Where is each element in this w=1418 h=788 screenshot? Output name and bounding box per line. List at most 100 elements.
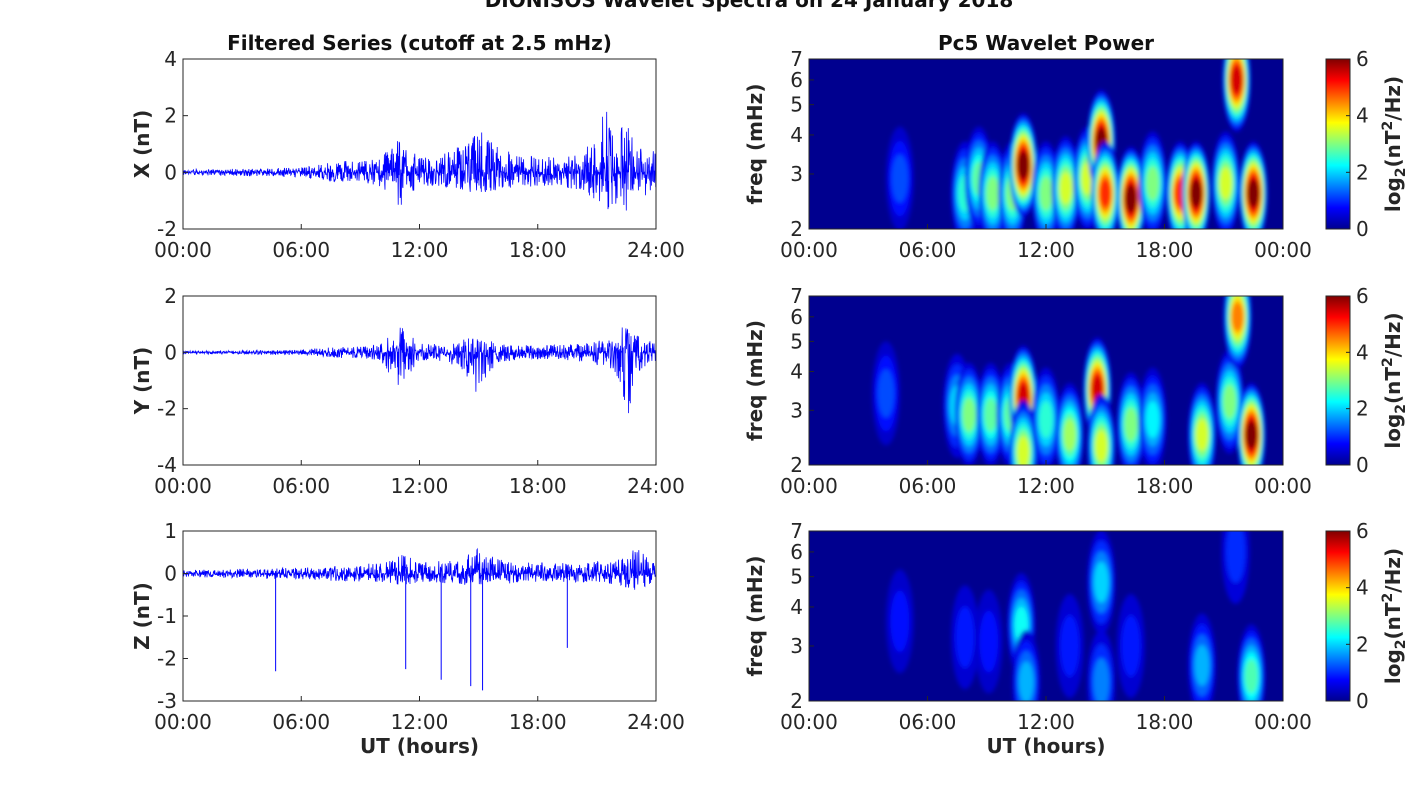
- series-line: [182, 327, 657, 414]
- x-tick-label: 12:00: [391, 238, 449, 262]
- power-blob: [986, 176, 1000, 211]
- y-tick-label: 5: [790, 329, 803, 353]
- y-tick-label: 2: [790, 217, 803, 241]
- series-line: [182, 547, 657, 590]
- figure-suptitle: DIONISOS Wavelet Spectra on 24 January 2…: [485, 0, 1014, 12]
- y-tick-label: 3: [790, 398, 803, 422]
- heatmap-blobs: [872, 296, 1266, 465]
- colorbar-gradient: [1325, 58, 1351, 230]
- colorbar-tick-label: 0: [1356, 689, 1369, 713]
- colorbar-tick-label: 6: [1356, 284, 1369, 308]
- x-tick-label: 00:00: [154, 238, 212, 262]
- panels: 420-200:00 06:00 12:00 18:00 24:00X (nT)Filt…: [130, 31, 1409, 758]
- power-blob: [984, 397, 998, 432]
- y-tick-label: -4: [157, 453, 177, 477]
- x-tick-label: 00:00: [154, 474, 212, 498]
- colorbar-label: log2(nT2/Hz): [1380, 76, 1409, 212]
- y-tick-label: 4: [790, 595, 803, 619]
- y-axis-label: Y (nT): [130, 347, 154, 416]
- power-blob: [1146, 166, 1160, 201]
- y-tick-label: -3: [157, 689, 177, 713]
- x-tick-label: 24:00: [627, 474, 685, 498]
- x-tick-label: 24:00: [627, 238, 685, 262]
- colorbar-label: log2(nT2/Hz): [1380, 312, 1409, 448]
- x-axis-label: UT (hours): [360, 734, 479, 758]
- timeseries-panel-2: 1 0 -1 -2 -300:00 06:00 12:00 18:00 24:00 Z (nT) U…: [130, 519, 685, 758]
- series-line: [182, 111, 657, 211]
- timeseries-panel-1: 2 0 -2 -400:00 06:00 12:00 18:00 24:00 Y (nT): [130, 284, 685, 498]
- x-tick-label: 06:00: [272, 238, 330, 262]
- x-tick-label: 12:00: [1017, 710, 1075, 734]
- x-tick-label: 06:00: [899, 710, 957, 734]
- power-blob: [1060, 614, 1080, 677]
- x-tick-label: 18:00: [1136, 238, 1194, 262]
- y-tick-label: -2: [157, 397, 177, 421]
- x-tick-label: 12:00: [391, 710, 449, 734]
- power-blob: [1223, 384, 1237, 419]
- power-blob: [1039, 176, 1053, 211]
- colorbar: 6 4 2 0 log2(nT2/Hz): [1325, 47, 1409, 241]
- heatmap-blobs: [885, 59, 1268, 229]
- x-tick-label: 12:00: [391, 474, 449, 498]
- power-blob: [1190, 179, 1202, 207]
- x-tick-label: 06:00: [899, 474, 957, 498]
- x-tick-label: 00:00: [780, 238, 838, 262]
- y-tick-label: 6: [790, 540, 803, 564]
- x-tick-label: 18:00: [509, 710, 567, 734]
- y-axis-label: freq (mHz): [743, 84, 767, 205]
- x-tick-label: 06:00: [272, 474, 330, 498]
- y-tick-label: 0: [164, 340, 177, 364]
- power-blob: [1125, 185, 1137, 213]
- power-blob: [1245, 421, 1258, 449]
- colorbar-tick-label: 6: [1356, 519, 1369, 543]
- x-tick-label: 24:00: [627, 710, 685, 734]
- power-blob: [962, 397, 976, 432]
- colorbar-gradient: [1325, 530, 1351, 702]
- colorbar: 6 4 2 0 log2(nT2/Hz): [1325, 284, 1409, 477]
- colorbar-tick-label: 2: [1356, 160, 1369, 184]
- x-tick-label: 00:00: [1254, 238, 1312, 262]
- y-tick-label: 2: [790, 453, 803, 477]
- plot-frame: [182, 295, 657, 466]
- y-tick-label: 3: [790, 162, 803, 186]
- x-tick-label: 06:00: [899, 238, 957, 262]
- power-blob: [1226, 531, 1246, 583]
- y-tick-label: 5: [790, 93, 803, 117]
- power-blob: [1231, 302, 1244, 332]
- x-tick-label: 18:00: [1136, 710, 1194, 734]
- power-blob: [1059, 172, 1073, 205]
- y-tick-label: 2: [164, 104, 177, 128]
- y-tick-label: 7: [790, 519, 803, 543]
- colorbar: 6 4 2 0 log2(nT2/Hz): [1325, 519, 1409, 713]
- x-tick-label: 00:00: [154, 710, 212, 734]
- y-tick-label: 4: [164, 47, 177, 71]
- y-tick-label: 6: [790, 305, 803, 329]
- power-blob: [1095, 430, 1108, 463]
- power-blob: [1247, 179, 1260, 207]
- power-blob: [1230, 66, 1243, 94]
- x-tick-label: 18:00: [1136, 474, 1194, 498]
- timeseries-panel-0: 4 2 0 -200:00 06:00 12:00 18:00 24:00 X (nT) Filt…: [130, 31, 685, 262]
- power-blob: [1018, 661, 1034, 701]
- plot-frame: [182, 530, 657, 702]
- y-axis-label: Z (nT): [130, 582, 154, 650]
- x-tick-label: 00:00: [1254, 474, 1312, 498]
- colorbar-tick-label: 4: [1356, 340, 1369, 364]
- colorbar-tick-label: 6: [1356, 47, 1369, 71]
- colorbar-tick-label: 4: [1356, 576, 1369, 600]
- power-blob: [1124, 407, 1138, 442]
- power-blob: [1094, 561, 1109, 603]
- plot-frame: [182, 58, 657, 230]
- power-blob: [1145, 401, 1160, 439]
- x-axis-label: UT (hours): [986, 734, 1105, 758]
- power-blob: [1195, 418, 1209, 451]
- power-blob: [1099, 179, 1112, 208]
- power-blob: [1063, 418, 1076, 451]
- y-tick-label: 3: [790, 634, 803, 658]
- y-tick-label: -2: [157, 217, 177, 241]
- power-blob: [890, 590, 910, 653]
- power-blob: [955, 606, 975, 669]
- y-tick-label: 5: [790, 565, 803, 589]
- y-tick-label: 7: [790, 47, 803, 71]
